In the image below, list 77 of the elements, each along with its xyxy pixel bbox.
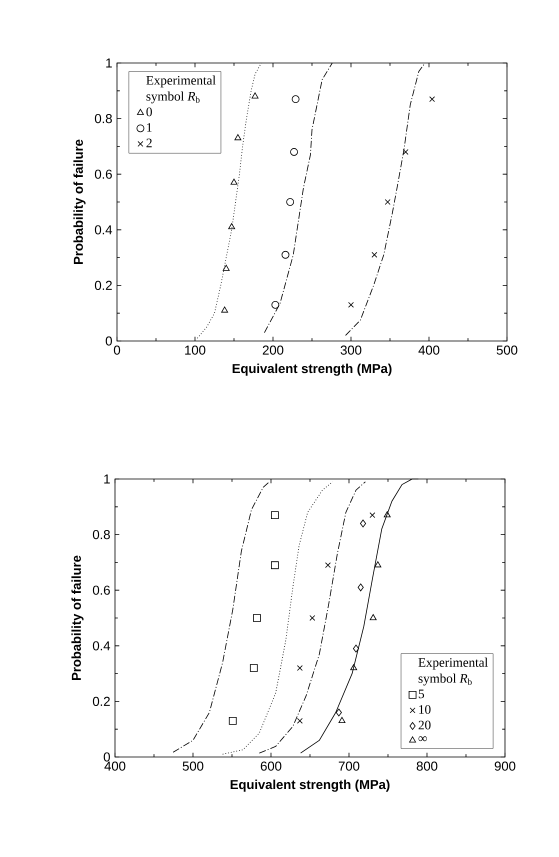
y-tick-label: 0.2 (94, 280, 112, 290)
point (253, 614, 261, 622)
x-tick-label: 800 (416, 762, 438, 771)
y-axis-title: Probability of failure (73, 140, 86, 264)
legend-label: 2 (146, 138, 152, 148)
x-tick-label: 100 (185, 346, 206, 355)
x-tick-label: 500 (182, 762, 204, 771)
y-tick-label: 0 (106, 336, 112, 346)
line-series (258, 481, 366, 754)
point (372, 252, 378, 258)
point (271, 300, 280, 309)
point (290, 148, 298, 156)
y-tick-label: 0.8 (94, 114, 112, 124)
legend-label: 0 (146, 107, 152, 116)
point (292, 95, 300, 104)
point (352, 644, 360, 652)
y-tick-label: 1 (104, 474, 110, 484)
legend-label: ∞ (418, 736, 427, 742)
point (309, 615, 316, 621)
point (402, 149, 408, 155)
point (374, 561, 382, 568)
point (270, 561, 279, 570)
point (286, 198, 294, 206)
legend-label: 5 (418, 690, 424, 698)
point (336, 708, 342, 716)
point (296, 665, 303, 671)
point (222, 264, 230, 271)
legend-title: Experimental (146, 76, 216, 88)
point (230, 178, 238, 185)
y-tick-label: 0.8 (92, 530, 110, 540)
y-axis-title: Probability of failure (71, 556, 84, 680)
legend-label: 1 (147, 123, 152, 132)
y-tick-label: 0.4 (92, 641, 110, 650)
point (384, 199, 391, 205)
legend-title: Experimental (418, 658, 488, 670)
point (228, 716, 237, 725)
point (234, 134, 242, 140)
legend-label: 20 (418, 720, 431, 730)
point (384, 511, 391, 518)
point (270, 511, 279, 520)
x-tick-label: 200 (262, 346, 284, 355)
x-axis-title: Equivalent strength (MPa) (230, 780, 390, 792)
annotation: symbol R$_{b}$ (418, 674, 472, 686)
point (358, 584, 364, 592)
x-axis-title: Equivalent strength (MPa) (232, 364, 392, 376)
x-tick-label: 300 (340, 346, 362, 355)
point (282, 250, 290, 259)
annotation: symbol R$_{b}$ (146, 92, 200, 104)
x-tick-label: 900 (494, 762, 516, 771)
point (350, 664, 358, 670)
point (360, 520, 366, 528)
x-tick-label: 500 (496, 346, 518, 355)
line-series (222, 481, 334, 755)
legend-label: 10 (419, 705, 431, 714)
point (296, 718, 303, 724)
point (252, 92, 258, 99)
y-tick-label: 0.6 (94, 170, 112, 179)
point (221, 306, 228, 313)
x-tick-label: 400 (104, 762, 126, 771)
point (338, 716, 346, 723)
line-series (172, 481, 270, 753)
point (370, 614, 377, 620)
y-tick-label: 0.4 (94, 225, 112, 234)
y-tick-label: 0.6 (92, 586, 110, 595)
y-tick-label: 0 (104, 752, 110, 762)
y-tick-label: 1 (106, 58, 112, 68)
x-tick-label: 0 (114, 346, 120, 355)
y-tick-label: 0.2 (92, 696, 110, 706)
point (370, 512, 376, 518)
point (325, 562, 331, 568)
point (429, 96, 435, 102)
point (348, 302, 354, 308)
x-tick-label: 600 (260, 762, 282, 771)
x-tick-label: 400 (418, 346, 440, 355)
x-tick-label: 700 (338, 762, 360, 771)
point (250, 664, 258, 672)
point (228, 223, 236, 230)
